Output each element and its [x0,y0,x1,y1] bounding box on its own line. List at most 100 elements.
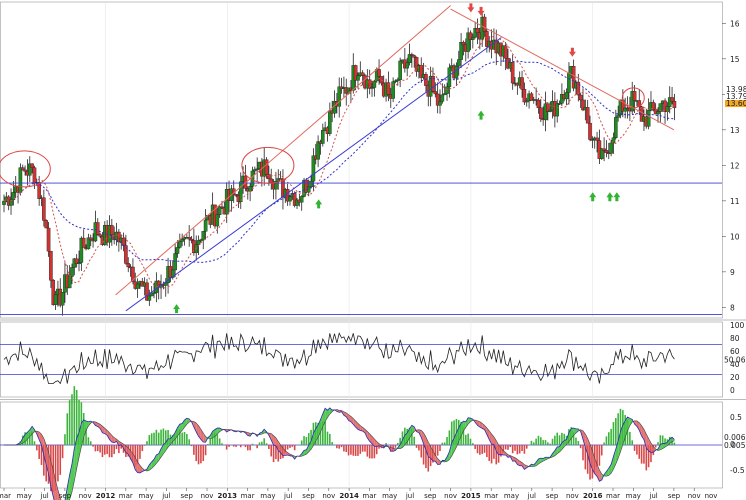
macd-panel [0,386,722,500]
macd-fill [636,420,640,431]
candle-body [651,102,656,110]
candle-body [253,169,257,172]
candle-body [379,76,384,84]
macd-y-tick-label: 0.5 [730,413,742,422]
x-tick-label: mar [484,492,498,500]
macd-fill [193,421,197,432]
candle-body [9,199,13,206]
x-tick-label: nov [79,492,92,500]
y-tick-label: 11 [730,197,740,206]
candle-body [367,79,372,89]
candle-body [578,94,583,101]
x-tick-label: 2015 [461,492,481,500]
candle-body [510,62,515,84]
candle-body [407,54,412,64]
macd-fill [629,418,633,426]
candle-body [656,111,660,115]
candle-body [95,222,100,235]
price-panel [0,3,722,316]
candle-body [646,110,651,127]
candle-body [576,81,581,96]
candle-body [295,199,299,206]
candle-body [623,107,627,112]
macd-fill [219,428,223,432]
candle-body [88,237,93,241]
candle-body [126,263,131,268]
macd-fill [39,431,42,446]
macd-fill [374,438,377,447]
macd-fill [486,427,490,440]
macd-fill [641,425,644,440]
x-tick-label: sep [302,492,315,500]
candle-body [372,80,377,88]
price-label: 13.98 [726,85,746,94]
x-tick-label: mar [362,492,376,500]
candle-body [18,167,23,193]
macd-fill [154,454,157,467]
macd-fill [536,458,539,466]
candle-body [281,178,285,198]
candle-body [419,65,424,78]
candle-body [203,219,208,232]
candle-body [468,32,473,40]
arrow-up-icon [477,110,485,120]
y-tick-label: 8 [730,303,735,312]
candle-body [309,180,313,188]
y-tick-label: 16 [730,19,740,28]
candle-body [117,231,121,243]
highlight-ellipse [241,146,295,184]
candle-body [11,192,16,201]
macd-line [4,407,675,500]
candle-body [431,75,435,92]
macd-fill [524,464,527,470]
trend-line-blue [125,37,502,312]
macd-fill [71,448,75,493]
candle-body [175,247,180,254]
rsi-line [3,332,675,385]
candle-body [42,197,46,221]
rsi-value-label: 50.069 [724,356,746,365]
candle-body [234,193,238,196]
highlight-ellipse [621,87,645,109]
x-tick-label: jul [405,492,414,500]
price-label: 13.600 [726,99,746,108]
macd-fill [88,421,91,427]
macd-fill [55,480,58,500]
macd-fill [465,417,469,428]
y-tick-label: 15 [730,55,740,64]
candle-body [46,227,51,252]
candle-body [121,237,126,246]
candle-body [170,269,175,278]
candle-body [588,122,592,140]
candle-body [292,193,297,206]
candle-body [145,282,149,301]
price-label-bg [725,100,746,108]
candle-body [459,42,463,60]
macd-fill [461,421,464,437]
candle-body [163,282,168,286]
macd-fill [100,424,103,433]
macd-fill [196,422,199,437]
candle-body [178,241,182,248]
x-tick-label: sep [180,492,193,500]
macd-signal-line [4,409,675,500]
macd-fill [437,458,441,465]
candle-body [180,238,184,242]
y-tick-label: 9 [730,268,735,277]
macd-fill [503,450,506,456]
candle-body [503,45,508,59]
macd-fill [107,430,110,440]
candle-body [663,100,667,112]
macd-fill [372,436,375,447]
arrow-down-icon [568,47,576,57]
macd-fill [273,435,276,446]
candle-body [581,99,585,111]
candle-body [187,237,191,240]
candle-body [602,148,606,151]
arrow-down-icon [477,6,485,16]
candle-body [590,139,595,141]
candle-body [485,31,489,47]
candle-body [539,107,543,119]
macd-fill [432,451,436,462]
macd-fill [489,430,492,445]
